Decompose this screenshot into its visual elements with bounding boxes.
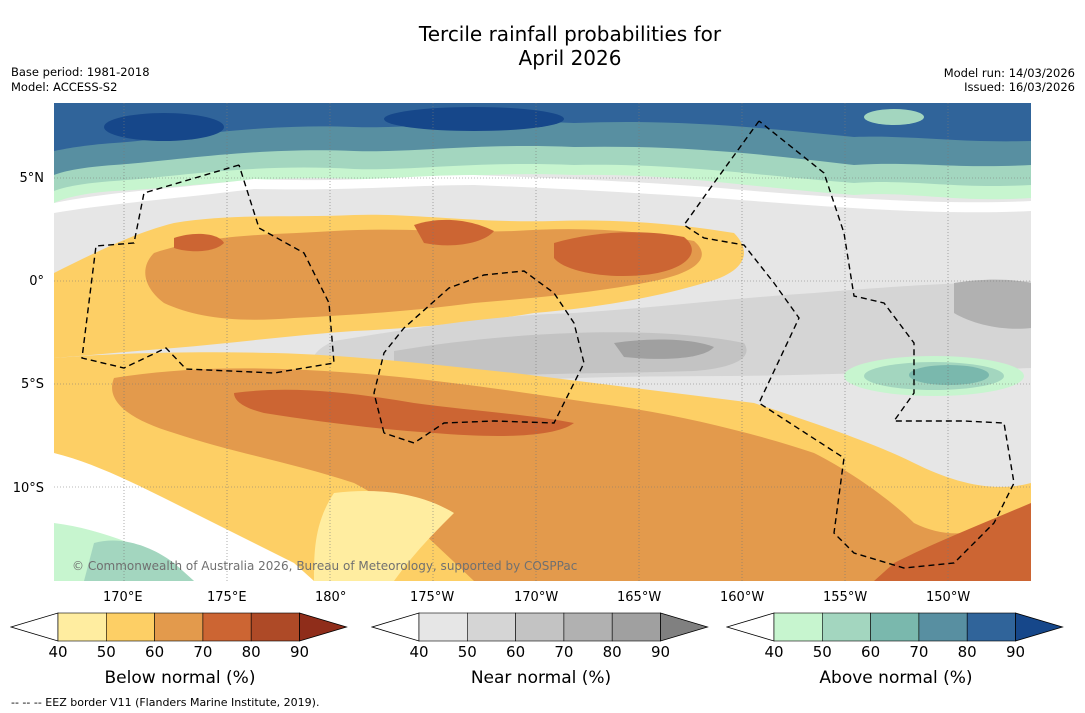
below-south-70-a: [234, 389, 574, 436]
lon-tick-170e: 170°E: [103, 590, 143, 605]
near-tick-60: 60: [506, 643, 526, 661]
near-tick-70: 70: [554, 643, 574, 661]
near-central-70: [614, 339, 714, 359]
above-90-patch-center: [384, 107, 564, 131]
map-title-line2: April 2026: [518, 46, 622, 70]
above-segment-2: [822, 612, 871, 642]
lon-tick-155w: 155°W: [823, 590, 868, 605]
white-gap-north: [54, 175, 1031, 213]
lon-tick-160w: 160°W: [720, 590, 765, 605]
below-tick-60: 60: [145, 643, 165, 661]
near-tick-40: 40: [409, 643, 429, 661]
below-tick-70: 70: [193, 643, 213, 661]
near-segment-3: [515, 612, 565, 642]
rainfall-probability-map: © Commonwealth of Australia 2026, Bureau…: [54, 103, 1031, 581]
below-segment-3: [154, 612, 204, 642]
above-tick-90: 90: [1005, 643, 1026, 661]
near-segment-2: [467, 612, 516, 642]
near-extend-low: [371, 612, 420, 642]
lon-tick-175w: 175°W: [410, 590, 455, 605]
near-east-70: [954, 279, 1031, 329]
above-extend-low: [726, 612, 775, 642]
above-segment-4: [918, 612, 968, 642]
base-period-text: Base period: 1981-2018: [11, 65, 150, 79]
lat-gridlines: [54, 177, 1031, 488]
above-band-north-80: [54, 103, 1031, 151]
lat-tick-5s: 5°S: [20, 377, 44, 392]
colorbar-below-normal: [10, 612, 348, 642]
lon-tick-165w: 165°W: [617, 590, 662, 605]
below-tick-50: 50: [96, 643, 116, 661]
near-tick-90: 90: [650, 643, 671, 661]
colorbar-above-normal: [726, 612, 1064, 642]
above-segment-3: [870, 612, 920, 642]
near-segment-5: [611, 612, 661, 642]
above-segment-5: [966, 612, 1016, 642]
above-tick-50: 50: [812, 643, 832, 661]
near-extend-high: [660, 612, 709, 642]
lon-tick-180: 180°: [315, 590, 347, 605]
copyright-text: © Commonwealth of Australia 2026, Bureau…: [72, 559, 577, 573]
eez-borders: [81, 120, 1015, 569]
below-tick-90: 90: [289, 643, 310, 661]
lat-tick-0: 0°: [29, 274, 44, 289]
colorbar-near-label: Near normal (%): [470, 668, 612, 688]
near-segment-1: [418, 612, 468, 642]
above-tick-70: 70: [909, 643, 929, 661]
above-tick-80: 80: [957, 643, 977, 661]
model-name-text: Model: ACCESS-S2: [11, 80, 118, 94]
below-south-70-b: [874, 503, 1031, 581]
below-central-70-a: [414, 219, 494, 246]
lon-tick-175e: 175°E: [207, 590, 247, 605]
below-segment-1: [57, 612, 107, 642]
lat-tick-10s: 10°S: [12, 481, 44, 496]
below-segment-5: [250, 612, 300, 642]
above-light-patch-ne: [864, 109, 924, 125]
above-southwest-60: [84, 540, 194, 581]
above-tick-60: 60: [861, 643, 881, 661]
above-extend-high: [1015, 612, 1064, 642]
below-extend-high: [299, 612, 348, 642]
below-southwest-40: [314, 491, 454, 581]
above-tick-40: 40: [764, 643, 784, 661]
eez-footnote: -- -- -- EEZ border V11 (Flanders Marine…: [11, 696, 320, 709]
lon-tick-170w: 170°W: [514, 590, 559, 605]
near-tick-50: 50: [457, 643, 477, 661]
colorbar-below-label: Below normal (%): [104, 668, 256, 688]
issued-date-text: Issued: 16/03/2026: [964, 80, 1075, 94]
above-east-70: [909, 365, 989, 385]
above-90-patch-west: [104, 113, 224, 141]
below-tick-80: 80: [241, 643, 261, 661]
below-tick-40: 40: [48, 643, 68, 661]
model-run-text: Model run: 14/03/2026: [943, 66, 1075, 80]
map-title-line1: Tercile rainfall probabilities for: [418, 22, 722, 46]
lon-tick-150w: 150°W: [926, 590, 971, 605]
colorbar-above-label: Above normal (%): [819, 668, 973, 688]
lat-tick-5n: 5°N: [19, 171, 45, 186]
below-central-70-c: [174, 233, 224, 252]
near-tick-80: 80: [602, 643, 622, 661]
colorbar-near-normal: [371, 612, 709, 642]
below-extend-low: [10, 612, 59, 642]
below-central-70-b: [554, 232, 692, 277]
above-segment-1: [773, 612, 823, 642]
near-segment-4: [563, 612, 613, 642]
below-segment-4: [202, 612, 252, 642]
below-segment-2: [106, 612, 155, 642]
